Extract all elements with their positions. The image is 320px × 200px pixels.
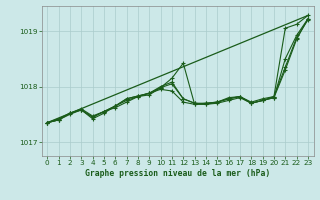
X-axis label: Graphe pression niveau de la mer (hPa): Graphe pression niveau de la mer (hPa) <box>85 169 270 178</box>
